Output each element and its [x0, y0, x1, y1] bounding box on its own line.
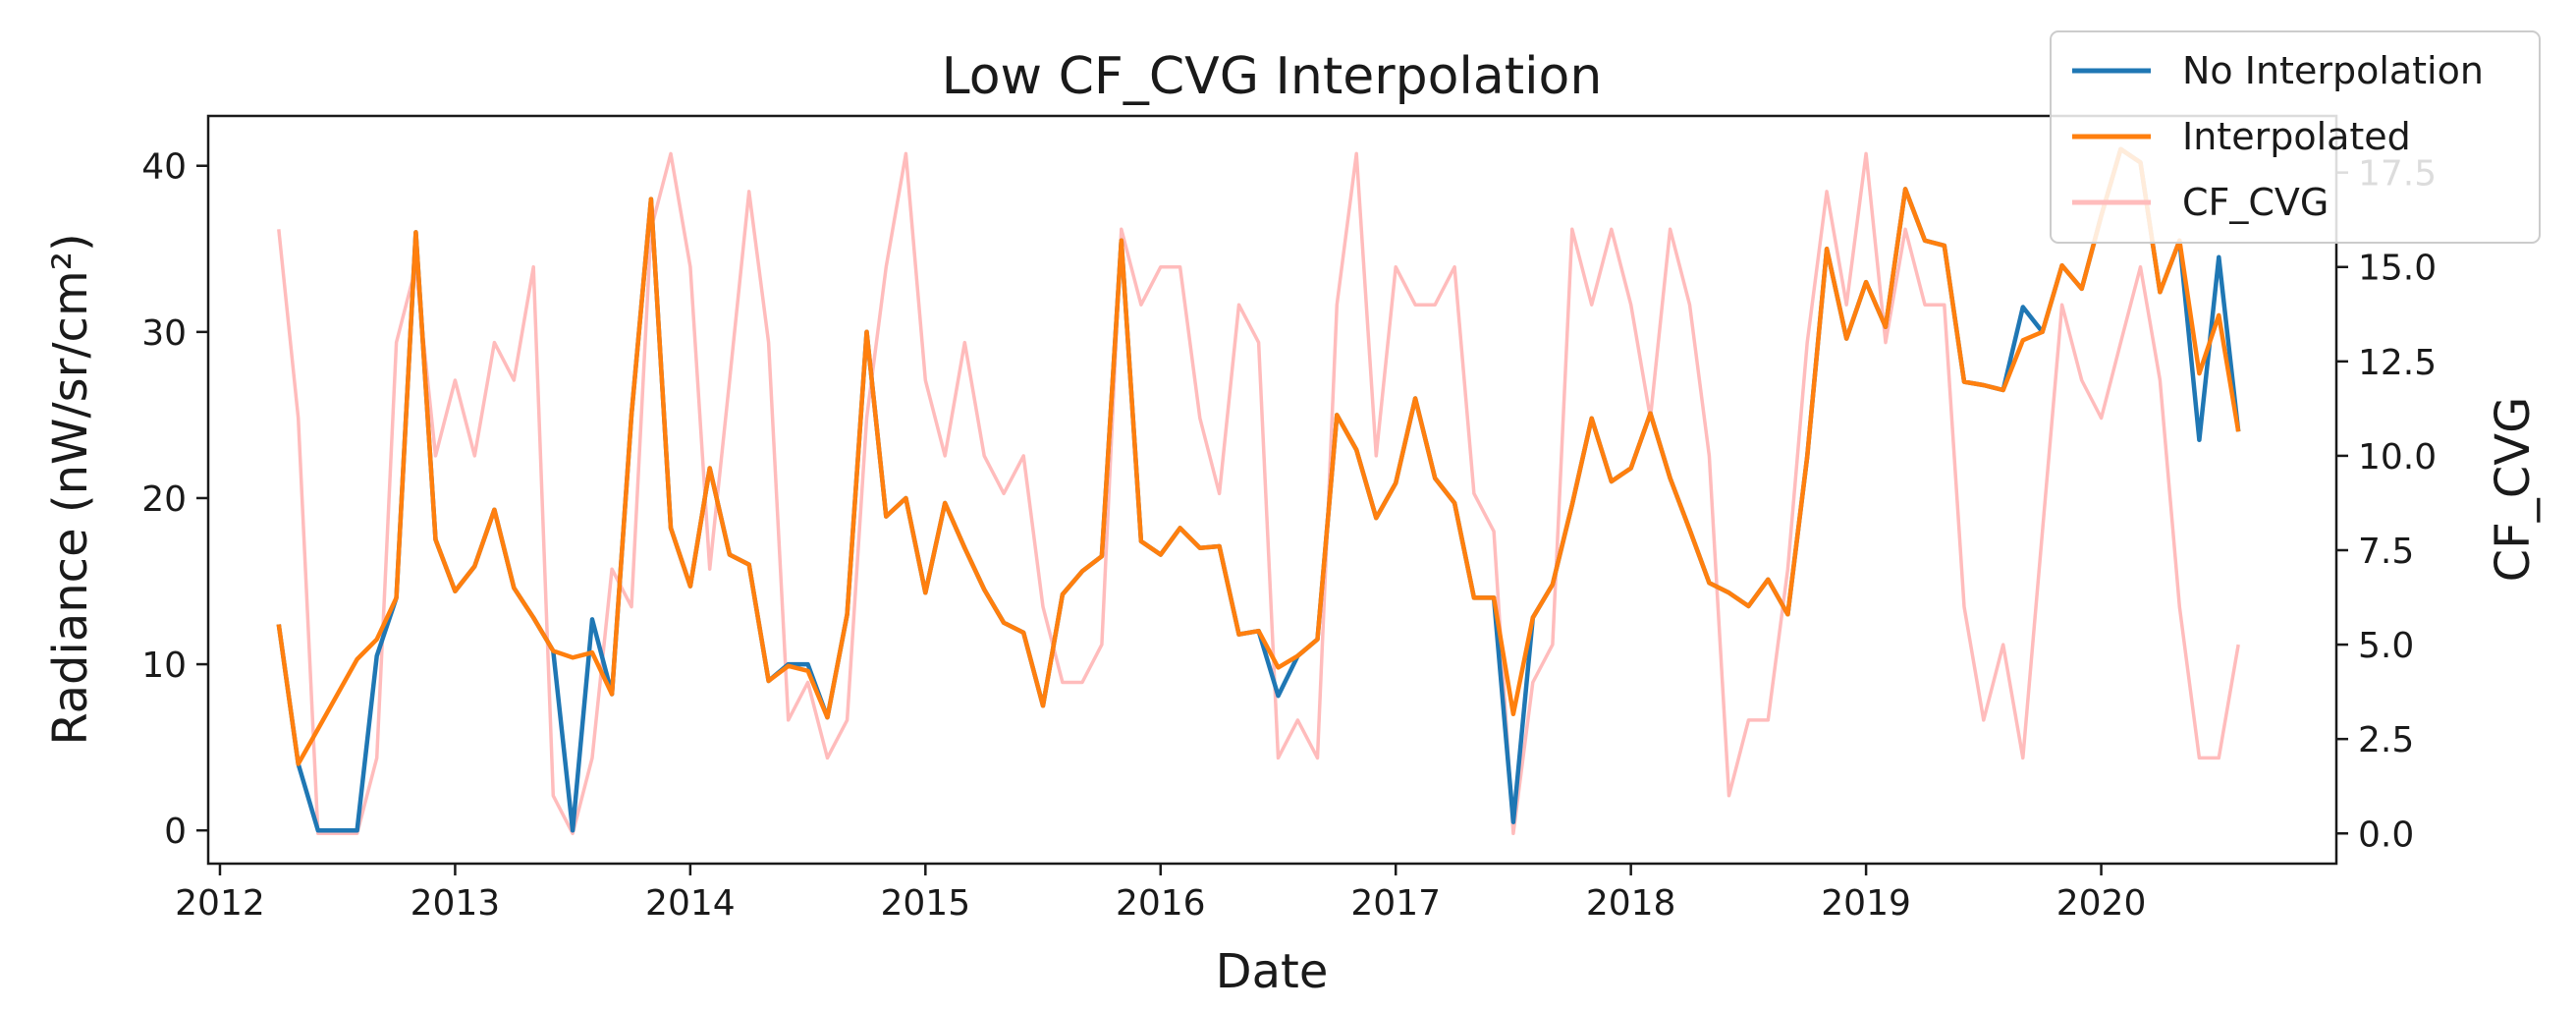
y-tick-label: 10	[141, 646, 187, 686]
y-axis-right-label: CF_CVG	[2486, 397, 2541, 583]
x-tick-label: 2013	[411, 883, 501, 924]
y-right-tick-label: 15.0	[2358, 249, 2437, 289]
x-axis: 2012 2013 2014 2015 2016 2017 2018 2019 2020	[175, 864, 2146, 924]
y-right-tick-label: 10.0	[2358, 437, 2437, 478]
x-tick-label: 2018	[1586, 883, 1676, 924]
x-tick-label: 2019	[1821, 883, 1911, 924]
y-tick-label: 0	[164, 812, 187, 852]
y-right-tick-label: 5.0	[2358, 626, 2414, 666]
legend-label-cf-cvg: CF_CVG	[2182, 181, 2329, 224]
x-tick-label: 2015	[881, 883, 971, 924]
y-axis-label: Radiance (nW/sr/cm²)	[43, 233, 98, 745]
y-tick-label: 30	[141, 313, 187, 354]
series-line-interpolated	[276, 146, 2241, 766]
x-tick-label: 2014	[645, 883, 736, 924]
x-tick-label: 2016	[1116, 883, 1206, 924]
legend: No Interpolation Interpolated CF_CVG	[2050, 30, 2541, 244]
chart-title: Low CF_CVG Interpolation	[942, 47, 1603, 106]
y-tick-label: 40	[141, 147, 187, 188]
legend-label-interpolated: Interpolated	[2182, 115, 2411, 158]
legend-label-no-interpolation: No Interpolation	[2182, 49, 2484, 92]
y-tick-label: 20	[141, 479, 187, 520]
x-tick-label: 2017	[1350, 883, 1441, 924]
x-tick-label: 2020	[2056, 883, 2147, 924]
y-right-tick-label: 2.5	[2358, 720, 2414, 760]
x-tick-label: 2012	[175, 883, 265, 924]
legend-box	[2050, 30, 2541, 244]
y-axis-left: 0 10 20 30 40	[141, 147, 208, 852]
y-right-tick-label: 0.0	[2358, 815, 2414, 855]
series-layer	[276, 146, 2241, 836]
plot-frame	[206, 114, 2338, 866]
y-right-tick-label: 7.5	[2358, 532, 2414, 572]
series-line-cf-cvg	[277, 151, 2240, 836]
x-axis-label: Date	[1216, 944, 1329, 999]
y-right-tick-label: 12.5	[2358, 343, 2437, 383]
